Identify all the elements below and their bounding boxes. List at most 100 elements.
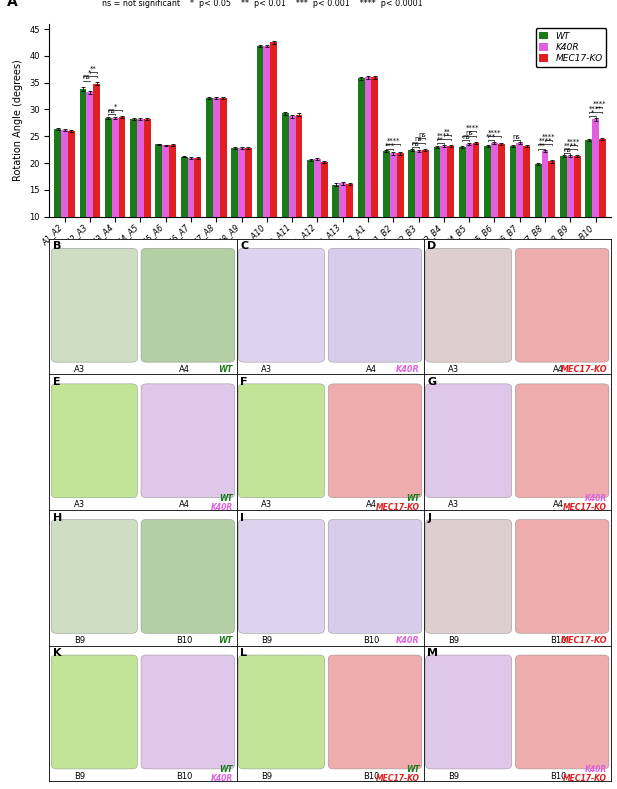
Text: ****: ****: [542, 134, 555, 140]
Text: A4: A4: [366, 365, 377, 374]
Text: C: C: [240, 241, 249, 252]
Text: MEC17-KO: MEC17-KO: [376, 774, 420, 783]
Text: H: H: [53, 513, 62, 522]
Bar: [358, 78, 365, 271]
Bar: [473, 143, 479, 271]
Bar: [296, 115, 302, 271]
Bar: [206, 98, 213, 271]
Text: K40R: K40R: [210, 503, 233, 512]
Text: **: **: [90, 65, 97, 72]
FancyBboxPatch shape: [426, 383, 511, 498]
Bar: [93, 84, 100, 271]
Bar: [484, 146, 491, 271]
Bar: [383, 151, 390, 271]
Bar: [169, 145, 176, 271]
Bar: [549, 162, 555, 271]
Bar: [346, 184, 353, 271]
X-axis label: Protofilament Number: Protofilament Number: [272, 257, 388, 267]
FancyBboxPatch shape: [51, 249, 138, 362]
FancyBboxPatch shape: [238, 383, 325, 498]
FancyBboxPatch shape: [51, 655, 138, 769]
Bar: [415, 151, 422, 271]
Text: ns: ns: [563, 148, 571, 153]
Text: ****: ****: [488, 129, 501, 136]
Text: A4: A4: [178, 365, 189, 374]
Text: B9: B9: [74, 636, 85, 645]
Bar: [516, 143, 523, 271]
FancyBboxPatch shape: [141, 655, 234, 769]
Text: B9: B9: [261, 636, 272, 645]
Text: K40R: K40R: [210, 774, 233, 783]
Text: A4: A4: [553, 365, 564, 374]
Text: WT: WT: [407, 765, 420, 774]
Text: B10: B10: [550, 772, 566, 780]
Text: ****: ****: [437, 133, 450, 139]
Text: K40R: K40R: [585, 494, 607, 503]
Bar: [599, 139, 606, 271]
Text: B9: B9: [448, 636, 459, 645]
FancyBboxPatch shape: [238, 519, 325, 634]
Bar: [523, 146, 530, 271]
Bar: [434, 147, 441, 271]
Bar: [263, 47, 270, 271]
Bar: [333, 185, 339, 271]
Text: ns: ns: [412, 140, 419, 147]
Bar: [542, 151, 549, 271]
FancyBboxPatch shape: [238, 249, 325, 362]
Text: F: F: [240, 377, 248, 387]
Bar: [61, 130, 68, 271]
Bar: [194, 158, 201, 271]
Text: **: **: [437, 137, 444, 143]
Bar: [510, 146, 516, 271]
FancyBboxPatch shape: [328, 519, 422, 634]
FancyBboxPatch shape: [51, 383, 138, 498]
Text: *: *: [88, 70, 91, 76]
Text: MEC17-KO: MEC17-KO: [563, 774, 607, 783]
Text: A4: A4: [366, 500, 377, 510]
Text: ***: ***: [385, 142, 395, 148]
Bar: [397, 153, 404, 271]
Text: ns: ns: [83, 74, 90, 80]
Text: K40R: K40R: [396, 365, 420, 374]
Text: A3: A3: [74, 365, 85, 374]
Bar: [459, 147, 466, 271]
Text: K: K: [53, 649, 62, 658]
Text: B9: B9: [261, 772, 272, 780]
Text: B9: B9: [74, 772, 85, 780]
Bar: [80, 89, 86, 271]
FancyBboxPatch shape: [141, 249, 234, 362]
Text: B10: B10: [363, 772, 379, 780]
Bar: [314, 159, 321, 271]
Bar: [137, 119, 144, 271]
Bar: [68, 131, 75, 271]
Bar: [181, 157, 188, 271]
Text: MEC17-KO: MEC17-KO: [561, 365, 607, 374]
Y-axis label: Rotation Angle (degrees): Rotation Angle (degrees): [14, 59, 23, 181]
Text: E: E: [53, 377, 60, 387]
FancyBboxPatch shape: [515, 655, 609, 769]
Bar: [365, 77, 371, 271]
FancyBboxPatch shape: [515, 519, 609, 634]
Bar: [118, 117, 125, 271]
Text: ns: ns: [465, 129, 473, 136]
Text: I: I: [240, 513, 244, 522]
FancyBboxPatch shape: [515, 249, 609, 362]
Bar: [371, 77, 378, 271]
Text: K40R: K40R: [396, 636, 420, 645]
Text: **: **: [538, 142, 545, 148]
Text: ****: ****: [592, 101, 606, 107]
Text: ns = not significant    *  p< 0.05    **  p< 0.01    ***  p< 0.001    ****  p< 0: ns = not significant * p< 0.05 ** p< 0.0…: [102, 0, 423, 8]
Text: A3: A3: [448, 500, 459, 510]
Text: MEC17-KO: MEC17-KO: [376, 503, 420, 512]
Text: MEC17-KO: MEC17-KO: [563, 503, 607, 512]
Bar: [144, 118, 151, 271]
Text: B9: B9: [448, 772, 459, 780]
Text: WT: WT: [219, 494, 233, 503]
Text: A4: A4: [178, 500, 189, 510]
Text: B10: B10: [550, 636, 566, 645]
FancyBboxPatch shape: [426, 655, 511, 769]
Text: B: B: [53, 241, 62, 252]
Text: A3: A3: [261, 365, 272, 374]
FancyBboxPatch shape: [426, 519, 511, 634]
FancyBboxPatch shape: [51, 519, 138, 634]
